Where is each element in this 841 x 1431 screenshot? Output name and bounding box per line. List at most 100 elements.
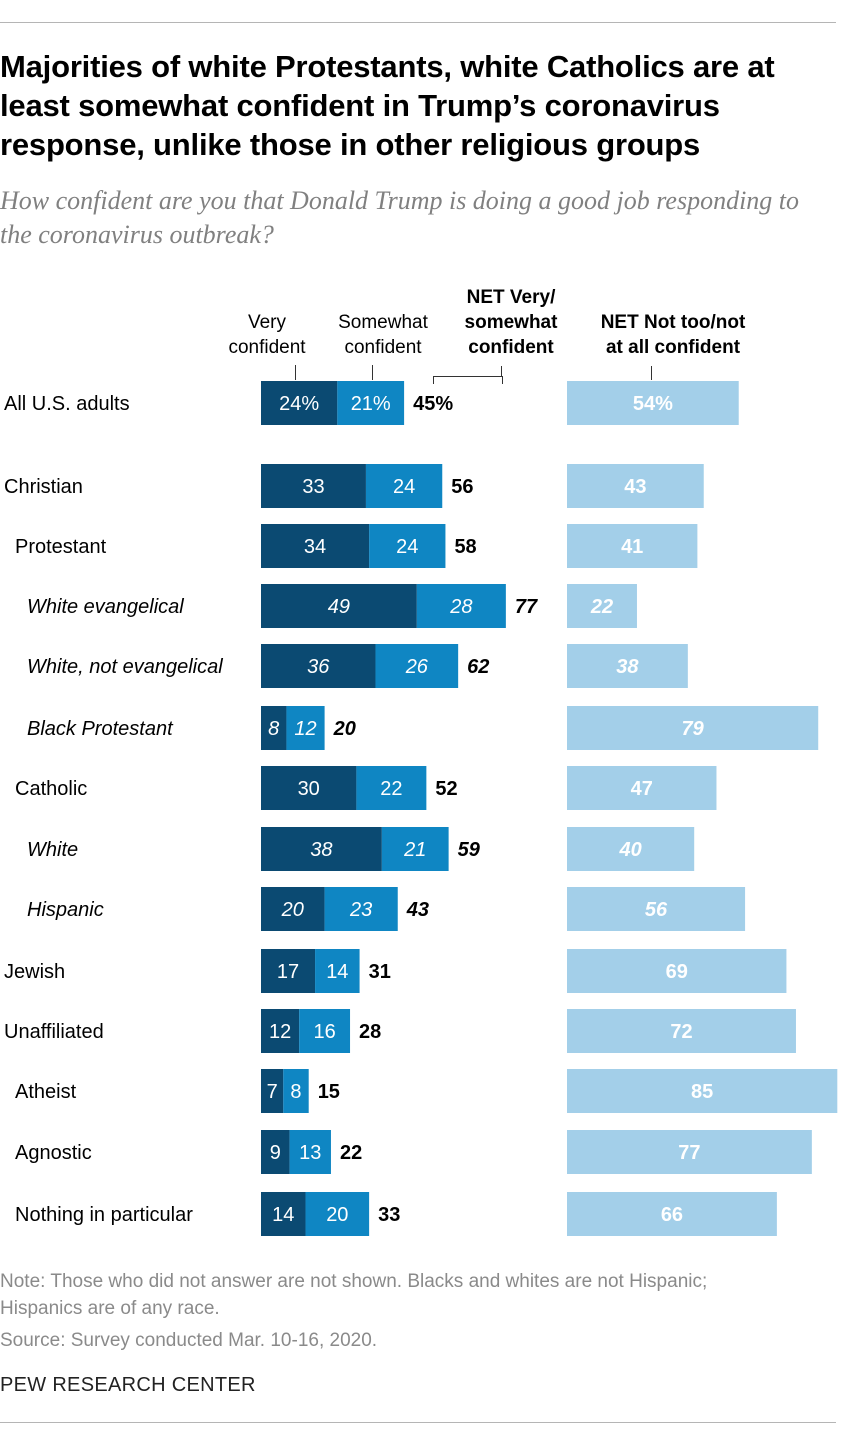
bar-net-not-confident bbox=[567, 706, 819, 750]
bar-somewhat-confident bbox=[416, 584, 506, 628]
label-somewhat-confident: 21 bbox=[403, 839, 426, 861]
bar-somewhat-confident bbox=[337, 381, 405, 425]
bar-net-not-confident bbox=[567, 1069, 838, 1113]
tick-net-not bbox=[651, 366, 652, 380]
bar-net-not-confident bbox=[567, 766, 717, 810]
label-very-confident: 9 bbox=[270, 1142, 281, 1164]
header-net-conf-line3: confident bbox=[468, 337, 554, 358]
bar-somewhat-confident bbox=[315, 949, 360, 993]
chart-title: Majorities of white Protestants, white C… bbox=[0, 49, 775, 162]
label-net-confident: 22 bbox=[340, 1142, 362, 1164]
row-label: White, not evangelical bbox=[27, 656, 223, 678]
bar-very-confident bbox=[261, 644, 376, 688]
bar-very-confident bbox=[261, 1192, 306, 1236]
bar-somewhat-confident bbox=[299, 1009, 351, 1053]
label-very-confident: 34 bbox=[304, 536, 326, 558]
chart-plot: All U.S. adults 24% 21% 45% 54% Christian 33 24… bbox=[4, 381, 838, 1236]
bar-net-not-confident bbox=[567, 1009, 796, 1053]
row-label: Catholic bbox=[15, 778, 87, 800]
label-somewhat-confident: 8 bbox=[290, 1081, 301, 1103]
label-net-confident: 28 bbox=[359, 1021, 381, 1043]
label-somewhat-confident: 24 bbox=[393, 476, 415, 498]
label-very-confident: 8 bbox=[268, 718, 279, 740]
header-net-not-line2: at all confident bbox=[605, 337, 741, 358]
label-net-confident: 52 bbox=[435, 778, 457, 800]
row-label: Unaffiliated bbox=[4, 1021, 104, 1043]
bar-somewhat-confident bbox=[305, 1192, 370, 1236]
header-somewhat-line2: confident bbox=[344, 337, 422, 358]
label-very-confident: 49 bbox=[328, 596, 350, 618]
label-very-confident: 30 bbox=[298, 778, 320, 800]
bar-net-not-confident bbox=[567, 827, 695, 871]
label-very-confident: 17 bbox=[277, 961, 299, 983]
bar-somewhat-confident bbox=[324, 887, 398, 931]
label-somewhat-confident: 13 bbox=[299, 1142, 321, 1164]
bar-somewhat-confident bbox=[289, 1130, 331, 1174]
label-very-confident: 24% bbox=[279, 393, 319, 415]
bar-somewhat-confident bbox=[286, 706, 325, 750]
label-net-confident: 58 bbox=[454, 536, 476, 558]
header-very-confident: Very confident bbox=[212, 310, 322, 360]
bar-somewhat-confident bbox=[369, 524, 446, 568]
label-very-confident: 14 bbox=[272, 1204, 294, 1226]
label-net-confident: 20 bbox=[333, 718, 356, 740]
bracket-net-confident bbox=[433, 376, 503, 384]
label-net-confident: 56 bbox=[451, 476, 473, 498]
label-somewhat-confident: 28 bbox=[449, 596, 472, 618]
bar-somewhat-confident bbox=[283, 1069, 309, 1113]
chart-source: Source: Survey conducted Mar. 10-16, 202… bbox=[0, 1330, 378, 1351]
row-label: Atheist bbox=[15, 1081, 77, 1103]
bar-net-not-confident bbox=[567, 524, 698, 568]
bar-very-confident bbox=[261, 381, 338, 425]
label-somewhat-confident: 26 bbox=[405, 656, 429, 678]
bar-net-not-confident bbox=[567, 1192, 777, 1236]
bar-very-confident bbox=[261, 706, 287, 750]
bar-somewhat-confident bbox=[381, 827, 449, 871]
tick-somewhat bbox=[372, 365, 373, 380]
label-net-not-confident: 47 bbox=[631, 778, 653, 800]
header-net-conf-line1: NET Very/ bbox=[466, 287, 556, 308]
label-net-confident: 62 bbox=[467, 656, 489, 678]
bar-somewhat-confident bbox=[375, 644, 459, 688]
label-somewhat-confident: 20 bbox=[326, 1204, 348, 1226]
row-label: Christian bbox=[4, 476, 83, 498]
tick-net-confident bbox=[501, 366, 502, 377]
header-very-line1: Very bbox=[247, 312, 287, 333]
label-net-not-confident: 38 bbox=[616, 656, 639, 678]
bottom-rule bbox=[0, 1422, 836, 1423]
label-very-confident: 7 bbox=[267, 1081, 278, 1103]
tick-very bbox=[295, 365, 296, 380]
label-net-confident: 59 bbox=[458, 839, 481, 861]
label-very-confident: 38 bbox=[310, 839, 332, 861]
bar-very-confident bbox=[261, 464, 366, 508]
row-label: Nothing in particular bbox=[15, 1204, 193, 1226]
bar-net-not-confident bbox=[567, 644, 688, 688]
row-label: Protestant bbox=[15, 536, 107, 558]
label-net-confident: 45% bbox=[413, 393, 453, 415]
bar-very-confident bbox=[261, 949, 316, 993]
label-net-confident: 43 bbox=[406, 899, 429, 921]
bar-net-not-confident bbox=[567, 584, 637, 628]
bar-very-confident bbox=[261, 524, 370, 568]
label-net-confident: 15 bbox=[318, 1081, 340, 1103]
label-net-not-confident: 77 bbox=[678, 1142, 700, 1164]
row-label: White evangelical bbox=[27, 596, 184, 618]
label-net-confident: 77 bbox=[515, 596, 538, 618]
bar-net-not-confident bbox=[567, 887, 746, 931]
bar-net-not-confident bbox=[567, 381, 739, 425]
row-label: Jewish bbox=[4, 961, 65, 983]
top-rule bbox=[0, 22, 836, 23]
label-net-not-confident: 40 bbox=[618, 839, 641, 861]
label-net-not-confident: 43 bbox=[624, 476, 646, 498]
label-net-not-confident: 56 bbox=[645, 899, 668, 921]
brand-label: PEW RESEARCH CENTER bbox=[0, 1374, 256, 1396]
label-net-not-confident: 72 bbox=[670, 1021, 692, 1043]
label-net-confident: 31 bbox=[369, 961, 391, 983]
label-somewhat-confident: 12 bbox=[294, 718, 316, 740]
label-net-confident: 33 bbox=[378, 1204, 400, 1226]
label-very-confident: 36 bbox=[307, 656, 330, 678]
bar-very-confident bbox=[261, 827, 382, 871]
bar-very-confident bbox=[261, 1130, 290, 1174]
label-net-not-confident: 54% bbox=[633, 393, 673, 415]
bar-net-not-confident bbox=[567, 949, 787, 993]
